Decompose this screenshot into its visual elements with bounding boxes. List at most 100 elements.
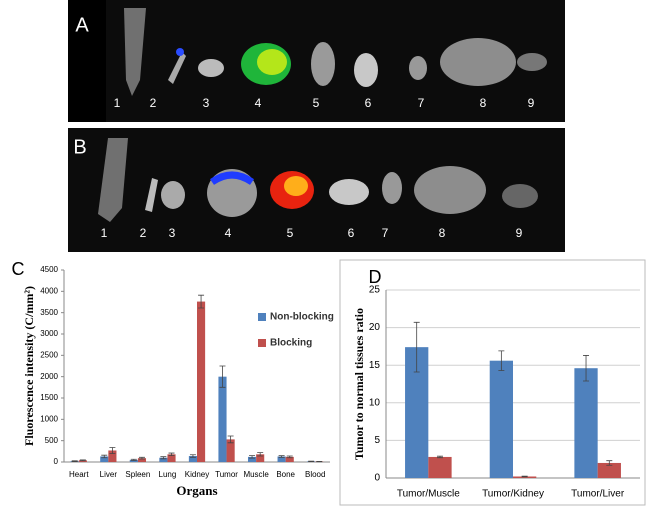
x-tick-label: Lung [159, 470, 177, 479]
bar [285, 456, 294, 462]
bar [159, 457, 168, 462]
panel-label: A [75, 14, 89, 36]
y-axis-title: Tumor to normal tissues ratio [352, 308, 366, 460]
legend-label: Blocking [270, 338, 312, 349]
legend-label: Non-blocking [270, 312, 334, 323]
error-bar [189, 454, 196, 458]
y-tick-label: 5 [374, 435, 380, 446]
y-tick-label: 20 [369, 322, 381, 333]
organ-number: 6 [348, 226, 355, 240]
error-bar [71, 460, 78, 462]
error-bar [521, 475, 528, 478]
bar [218, 376, 227, 462]
error-bar [436, 455, 443, 459]
x-tick-label: Kidney [185, 470, 209, 479]
panel-label: B [73, 136, 86, 158]
x-tick-label: Muscle [243, 470, 269, 479]
error-bar [198, 294, 205, 309]
error-bar [168, 452, 175, 456]
organ-number: 2 [140, 226, 147, 240]
organ-number: 8 [439, 226, 446, 240]
y-tick-label: 4500 [40, 265, 58, 274]
organ-number: 1 [114, 96, 121, 110]
error-bar [227, 435, 234, 444]
y-tick-label: 3500 [40, 308, 58, 317]
signal [209, 171, 255, 185]
legend-swatch [258, 313, 266, 321]
bar [489, 360, 513, 478]
chart-d-frame [339, 259, 646, 506]
signal [284, 176, 308, 196]
organ [198, 59, 224, 77]
organ [168, 52, 186, 84]
error-bar [257, 452, 264, 457]
bar [100, 456, 109, 462]
error-bar [160, 456, 167, 460]
organ-number: 9 [516, 226, 523, 240]
organ-number: 3 [169, 226, 176, 240]
organ-number: 2 [150, 96, 157, 110]
organ-number: 9 [528, 96, 535, 110]
panel-label: D [369, 267, 382, 287]
y-tick-label: 25 [369, 285, 381, 296]
panel-b-image [68, 128, 565, 252]
x-tick-label: Liver [100, 470, 118, 479]
organ [161, 181, 185, 209]
y-tick-label: 1500 [40, 393, 58, 402]
organ [414, 166, 486, 214]
organ [311, 42, 335, 86]
organ [329, 179, 369, 205]
organ-number: 4 [225, 226, 232, 240]
organ [440, 38, 516, 86]
organ [502, 184, 538, 208]
organ-number: 5 [313, 96, 320, 110]
bar [78, 460, 87, 462]
y-tick-label: 500 [45, 436, 59, 445]
error-bar [130, 458, 137, 461]
error-bar [79, 459, 86, 462]
signal [176, 48, 184, 56]
organ-number: 3 [203, 96, 210, 110]
bar [197, 301, 206, 462]
x-tick-label: Tumor [215, 470, 238, 479]
bar [428, 456, 452, 478]
error-bar [413, 321, 420, 373]
y-tick-label: 10 [369, 397, 381, 408]
x-tick-label: Spleen [125, 470, 150, 479]
bar [129, 459, 138, 462]
error-bar [138, 456, 145, 460]
organ-number: 6 [365, 96, 372, 110]
panel-a-image [68, 0, 565, 122]
organ [382, 172, 402, 204]
signal [257, 49, 287, 75]
bar [137, 458, 147, 462]
bar [597, 462, 621, 478]
organ-number: 7 [418, 96, 425, 110]
tube [124, 8, 146, 96]
organ-number: 4 [255, 96, 262, 110]
error-bar [249, 455, 256, 459]
panel-label: C [12, 259, 25, 279]
error-bar [219, 365, 226, 388]
organ [409, 56, 427, 80]
x-axis-title: Organs [176, 483, 217, 498]
y-tick-label: 0 [54, 457, 59, 466]
y-tick-label: 3000 [40, 329, 58, 338]
x-tick-label: Tumor/Muscle [397, 489, 460, 500]
y-tick-label: 4000 [40, 286, 58, 295]
legend-swatch [258, 339, 266, 347]
y-tick-label: 2500 [40, 350, 58, 359]
organ [517, 53, 547, 71]
y-axis-title: Fluorescence intensity (C/mm²) [22, 286, 36, 446]
error-bar [109, 447, 116, 454]
bar [108, 450, 117, 462]
bar [188, 456, 197, 462]
panel-edge [68, 0, 106, 122]
y-tick-label: 15 [369, 360, 381, 371]
y-tick-label: 0 [374, 473, 380, 484]
error-bar [583, 355, 590, 382]
error-bar [286, 455, 293, 459]
bar [167, 454, 176, 462]
